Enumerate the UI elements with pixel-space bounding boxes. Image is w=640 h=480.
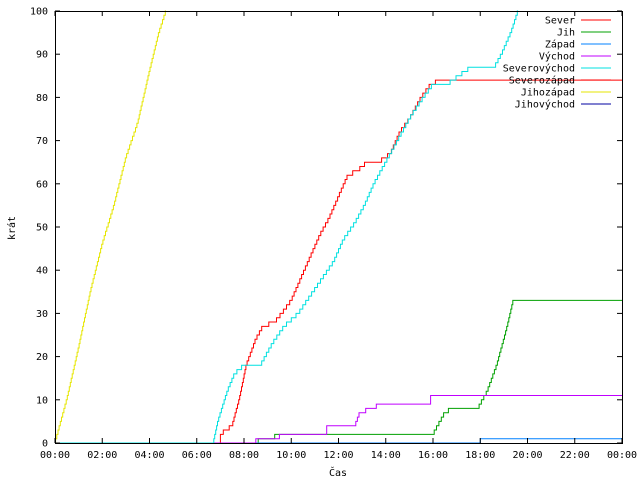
y-axis-label: krát [6,216,18,240]
x-tick-label-4: 08:00 [229,450,259,461]
y-tick-label-8: 80 [36,93,48,104]
x-tick-label-5: 10:00 [276,450,306,461]
x-tick-label-2: 04:00 [134,450,164,461]
y-tick-label-3: 30 [36,309,48,320]
series-line-6 [55,10,166,444]
legend-label-3: Východ [539,51,575,63]
legend-label-7: Jihovýchod [515,99,575,111]
legend-label-2: Západ [545,39,575,51]
y-tick-label-7: 70 [36,136,48,147]
series-line-3 [55,395,622,444]
y-tick-label-1: 10 [36,395,48,406]
x-tick-label-6: 12:00 [323,450,353,461]
x-tick-label-7: 14:00 [371,450,401,461]
legend: SeverJihZápadVýchodSeverovýchodSeverozáp… [503,16,611,111]
y-tick-label-0: 0 [42,439,48,450]
y-tick-label-10: 100 [30,7,48,18]
legend-label-5: Severozápad [509,75,575,87]
plot-frame [55,11,623,444]
x-tick-label-10: 20:00 [512,450,542,461]
x-tick-label-12: 00:00 [607,450,637,461]
legend-label-0: Sever [545,16,575,27]
y-tick-label-2: 20 [36,352,48,363]
x-tick-label-3: 06:00 [182,450,212,461]
series-line-1 [55,299,622,444]
x-tick-label-1: 02:00 [87,450,117,461]
legend-label-4: Severovýchod [503,63,575,75]
legend-label-6: Jihozápad [521,87,575,99]
x-tick-label-8: 16:00 [418,450,448,461]
y-tick-label-6: 60 [36,179,48,190]
legend-label-1: Jih [557,28,575,39]
x-tick-label-11: 22:00 [560,450,590,461]
y-tick-label-5: 50 [36,223,48,234]
x-axis-label: Čas [329,466,347,479]
x-tick-label-9: 18:00 [465,450,495,461]
y-tick-label-9: 90 [36,50,48,61]
x-tick-label-0: 00:00 [40,450,70,461]
series-line-4 [55,10,519,444]
y-tick-label-4: 40 [36,266,48,277]
tick-layer: 00:00 02:00 04:00 06:00 08:00 10:00 12:00 14:00… [30,7,637,462]
